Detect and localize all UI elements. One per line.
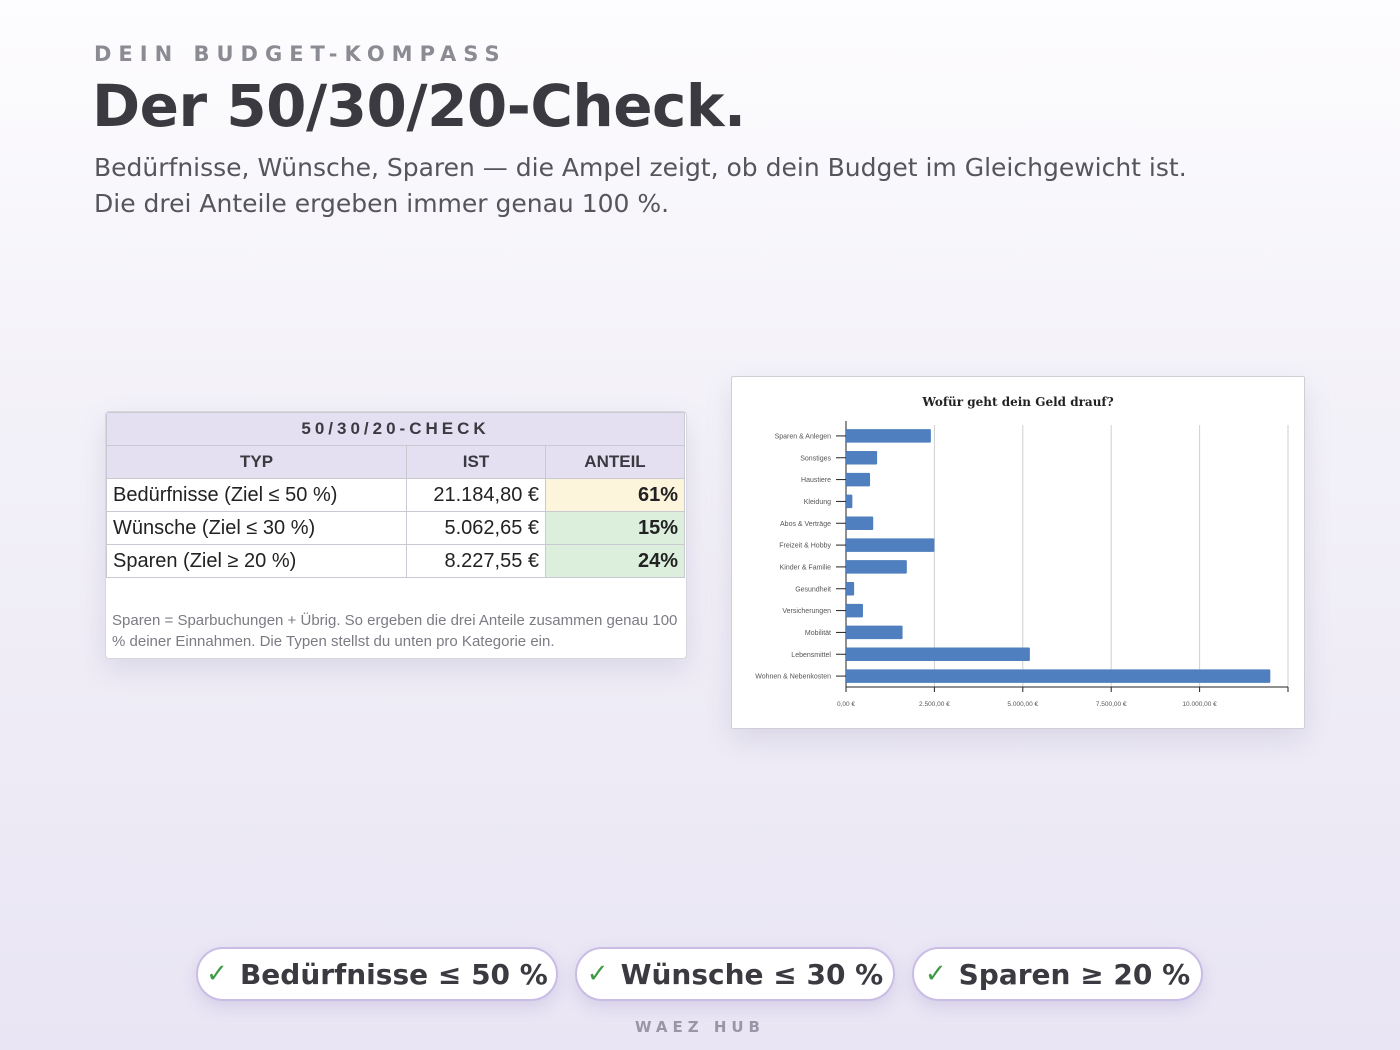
- chart-bar: [846, 494, 853, 509]
- y-tick-label: Wohnen & Nebenkosten: [755, 674, 831, 681]
- table-row: Bedürfnisse (Ziel ≤ 50 %) 21.184,80 € 61…: [106, 478, 685, 512]
- y-tick-label: Freizeit & Hobby: [779, 543, 831, 550]
- row-typ: Bedürfnisse (Ziel ≤ 50 %): [106, 478, 407, 512]
- chart-bar: [846, 516, 874, 531]
- row-typ: Wünsche (Ziel ≤ 30 %): [106, 511, 407, 545]
- column-header-typ: TYP: [106, 445, 407, 479]
- y-tick-label: Abos & Verträge: [780, 521, 831, 528]
- y-tick-label: Haustiere: [801, 477, 831, 484]
- y-tick-label: Sparen & Anlegen: [775, 433, 832, 440]
- row-anteil: 24%: [545, 544, 685, 578]
- chart-bar: [846, 647, 1030, 662]
- table-note: Sparen = Sparbuchungen + Übrig. So ergeb…: [112, 612, 678, 650]
- chart-bar: [846, 538, 935, 552]
- pill-label: Bedürfnisse ≤ 50 %: [239, 957, 548, 991]
- y-tick-label: Versicherungen: [782, 608, 831, 615]
- y-tick-label: Kinder & Familie: [780, 564, 831, 571]
- chart-bar: [846, 603, 863, 618]
- table-row: Sparen (Ziel ≥ 20 %) 8.227,55 € 24%: [106, 544, 685, 578]
- eyebrow-label: DEIN BUDGET-KOMPASS: [94, 42, 507, 66]
- chart-bar: [846, 429, 931, 443]
- row-ist: 21.184,80 €: [406, 478, 546, 512]
- y-tick-label: Mobilität: [805, 630, 831, 637]
- page-subtitle: Bedürfnisse, Wünsche, Sparen — die Ampel…: [94, 153, 1187, 218]
- pill-wuensche: ✓ Wünsche ≤ 30 %: [575, 947, 895, 1001]
- footer-brand: WAEZ HUB: [635, 1018, 765, 1036]
- row-anteil: 61%: [545, 478, 685, 512]
- column-header-anteil: ANTEIL: [545, 445, 685, 479]
- check-table: 50/30/20-CHECK TYP IST ANTEIL Bedürfniss…: [106, 412, 685, 578]
- row-anteil: 15%: [545, 511, 685, 545]
- check-icon: ✓: [586, 959, 609, 989]
- chart-title: Wofür geht dein Geld drauf?: [921, 395, 1113, 409]
- x-tick-label: 2.500,00 €: [919, 701, 950, 708]
- row-typ: Sparen (Ziel ≥ 20 %): [106, 544, 407, 578]
- pill-sparen: ✓ Sparen ≥ 20 %: [912, 947, 1203, 1001]
- row-ist: 8.227,55 €: [406, 544, 546, 578]
- chart-bar: [846, 581, 855, 596]
- x-tick-label: 10.000,00 €: [1182, 701, 1217, 708]
- check-icon: ✓: [924, 959, 947, 989]
- y-tick-label: Kleidung: [804, 499, 831, 506]
- chart-bar: [846, 450, 878, 465]
- pill-beduerfnisse: ✓ Bedürfnisse ≤ 50 %: [196, 947, 558, 1001]
- x-tick-label: 0,00 €: [837, 701, 855, 708]
- pill-label: Wünsche ≤ 30 %: [620, 957, 884, 991]
- chart-bar: [846, 472, 871, 487]
- check-icon: ✓: [206, 959, 228, 989]
- check-table-title: 50/30/20-CHECK: [106, 412, 685, 446]
- spending-chart-card: Wofür geht dein Geld drauf? Sparen & Anl…: [731, 376, 1305, 729]
- chart-bar: [846, 669, 1271, 683]
- x-tick-label: 7.500,00 €: [1096, 701, 1127, 708]
- check-table-card: 50/30/20-CHECK TYP IST ANTEIL Bedürfniss…: [105, 411, 687, 659]
- y-tick-label: Sonstiges: [800, 455, 831, 462]
- table-row: Wünsche (Ziel ≤ 30 %) 5.062,65 € 15%: [106, 511, 685, 545]
- chart-bar: [846, 625, 903, 640]
- pill-label: Sparen ≥ 20 %: [958, 957, 1191, 991]
- spending-bar-chart: Wofür geht dein Geld drauf? Sparen & Anl…: [755, 395, 1289, 708]
- page-title: Der 50/30/20-Check.: [92, 72, 746, 140]
- column-header-ist: IST: [406, 445, 546, 479]
- row-ist: 5.062,65 €: [406, 511, 546, 545]
- y-tick-label: Gesundheit: [795, 586, 831, 593]
- chart-bar: [846, 560, 907, 574]
- x-tick-label: 5.000,00 €: [1007, 701, 1038, 708]
- y-tick-label: Lebensmittel: [791, 652, 831, 659]
